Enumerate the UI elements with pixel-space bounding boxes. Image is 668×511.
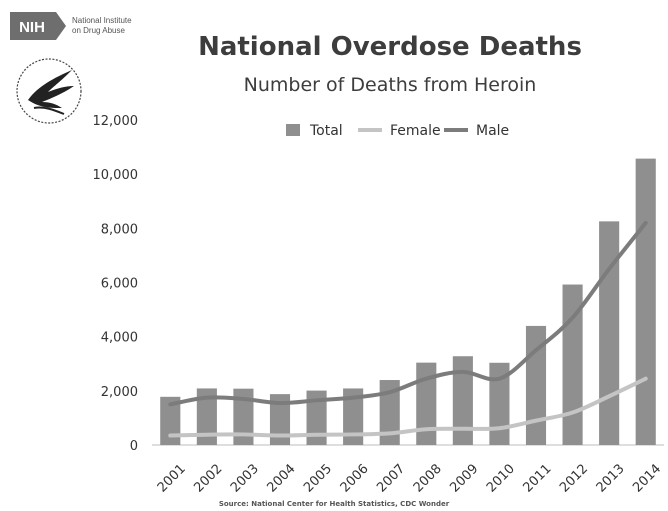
bar-total-2008 — [416, 362, 437, 445]
bar-total-2013 — [599, 221, 620, 445]
x-tick-label-2013: 2013 — [594, 462, 628, 496]
y-tick-label: 4,000 — [101, 331, 138, 346]
x-tick-label-2001: 2001 — [155, 462, 189, 496]
x-tick-label-2005: 2005 — [301, 462, 335, 496]
nih-badge-icon: NIH — [10, 12, 66, 40]
y-tick-label: 0 — [130, 439, 138, 454]
x-tick-label-2010: 2010 — [484, 462, 518, 496]
nih-logo: NIH National Institute on Drug Abuse — [4, 4, 154, 48]
bar-total-2001 — [160, 396, 181, 445]
bar-total-2004 — [269, 394, 291, 445]
y-tick-label: 8,000 — [101, 222, 138, 237]
y-tick-label: 10,000 — [93, 168, 139, 183]
chart-subtitle: Number of Deaths from Heroin — [243, 74, 537, 96]
line-male — [168, 220, 648, 407]
x-tick-label-2011: 2011 — [521, 462, 555, 496]
y-tick-label: 6,000 — [101, 277, 138, 292]
x-tick-label-2008: 2008 — [411, 462, 445, 496]
chart-title: National Overdose Deaths — [198, 32, 582, 62]
bar-total-2009 — [452, 356, 473, 445]
x-tick-label-2002: 2002 — [191, 462, 225, 496]
x-tick-label-2003: 2003 — [228, 462, 262, 496]
x-tick-label-2006: 2006 — [338, 462, 372, 496]
nih-org-line2: on Drug Abuse — [72, 26, 125, 35]
nih-org-name: National Institute on Drug Abuse — [72, 16, 162, 36]
nih-org-line1: National Institute — [72, 16, 132, 25]
x-tick-label-2014: 2014 — [630, 462, 664, 496]
y-tick-label: 12,000 — [93, 114, 139, 129]
bar-total-2006 — [343, 388, 364, 445]
y-tick-label: 2,000 — [101, 385, 138, 400]
legend-label-total: Total — [309, 123, 343, 139]
source-note: Source: National Center for Health Stati… — [218, 500, 450, 508]
bar-total-2007 — [379, 380, 400, 445]
nih-badge-text: NIH — [19, 19, 45, 36]
bar-total-2002 — [196, 388, 217, 445]
x-tick-label-2012: 2012 — [557, 462, 591, 496]
bar-total-2005 — [306, 390, 327, 445]
hhs-eagle-seal-icon — [16, 58, 82, 124]
bar-total-2010 — [489, 362, 510, 445]
legend-label-male: Male — [476, 123, 509, 139]
line-female — [168, 376, 648, 438]
bar-total-2003 — [233, 388, 254, 445]
x-tick-label-2009: 2009 — [447, 462, 481, 496]
x-tick-label-2004: 2004 — [265, 462, 299, 496]
x-tick-label-2007: 2007 — [374, 462, 408, 496]
legend-swatch-total — [286, 124, 300, 136]
bar-total-2014 — [635, 158, 656, 445]
legend-label-female: Female — [390, 123, 441, 139]
